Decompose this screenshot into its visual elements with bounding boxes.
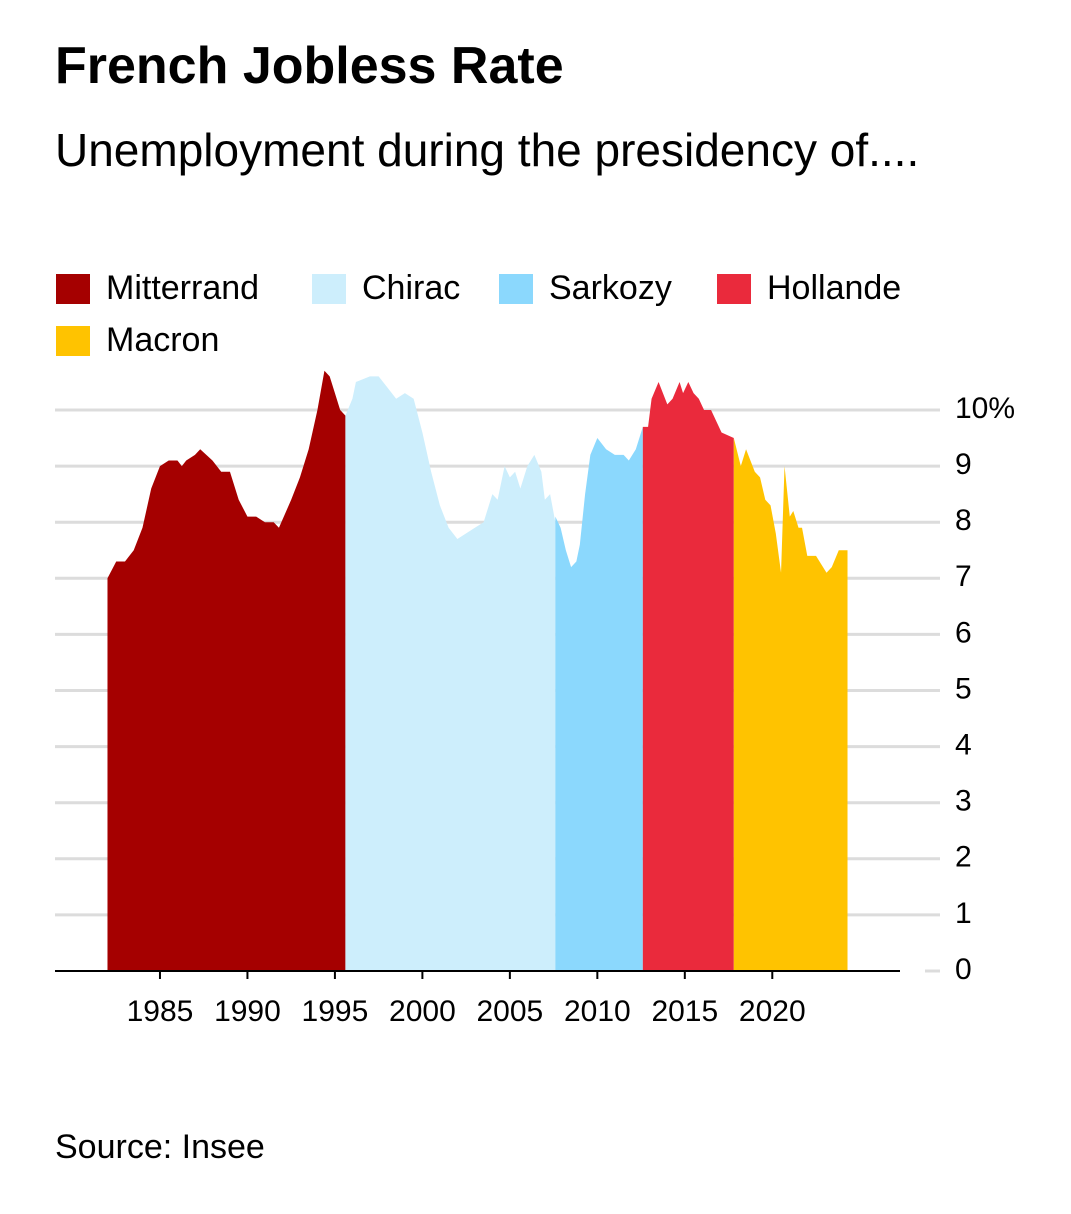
legend-label: Hollande bbox=[767, 269, 902, 307]
legend-label: Macron bbox=[106, 321, 220, 359]
x-tick-label: 2005 bbox=[476, 995, 543, 1028]
x-tick-label: 1990 bbox=[214, 995, 281, 1028]
y-tick-label: 10% bbox=[955, 392, 1015, 425]
y-tick-label: 3 bbox=[955, 785, 972, 818]
area bbox=[345, 376, 556, 972]
y-tick-label: 1 bbox=[955, 897, 972, 930]
legend-swatch bbox=[56, 325, 90, 356]
area bbox=[107, 370, 346, 972]
legend-label: Sarkozy bbox=[549, 269, 672, 307]
x-tick-label: 2020 bbox=[739, 995, 806, 1028]
x-tick-label: 2000 bbox=[389, 995, 456, 1028]
area bbox=[555, 426, 643, 972]
legend-swatch bbox=[312, 273, 346, 304]
y-tick-label: 0 bbox=[955, 953, 972, 986]
legend-label: Chirac bbox=[362, 269, 461, 307]
y-tick-label: 8 bbox=[955, 504, 972, 537]
x-tick-label: 1985 bbox=[127, 995, 194, 1028]
area bbox=[642, 381, 734, 971]
y-tick-label: 7 bbox=[955, 560, 972, 593]
legend-swatch bbox=[499, 273, 533, 304]
legend-item: Chirac bbox=[312, 269, 460, 308]
y-tick-label: 2 bbox=[955, 841, 972, 874]
chart-title: French Jobless Rate bbox=[55, 37, 564, 95]
chart-subtitle: Unemployment during the presidency of...… bbox=[55, 124, 920, 176]
y-tick-label: 4 bbox=[955, 729, 972, 762]
y-tick-label: 5 bbox=[955, 672, 972, 705]
y-tick-label: 6 bbox=[955, 616, 972, 649]
legend-item: Mitterrand bbox=[56, 269, 259, 308]
area bbox=[733, 438, 848, 971]
legend-swatch bbox=[717, 273, 751, 304]
y-tick-label: 9 bbox=[955, 448, 972, 481]
source: Source: Insee bbox=[55, 1128, 265, 1166]
x-tick-label: 2015 bbox=[651, 995, 718, 1028]
legend-label: Mitterrand bbox=[106, 269, 260, 307]
legend-swatch bbox=[56, 273, 90, 304]
x-tick-label: 2010 bbox=[564, 995, 631, 1028]
legend-item: Macron bbox=[56, 321, 219, 360]
x-tick-label: 1995 bbox=[302, 995, 369, 1028]
legend-item: Sarkozy bbox=[499, 269, 672, 308]
legend-item: Hollande bbox=[717, 269, 901, 308]
